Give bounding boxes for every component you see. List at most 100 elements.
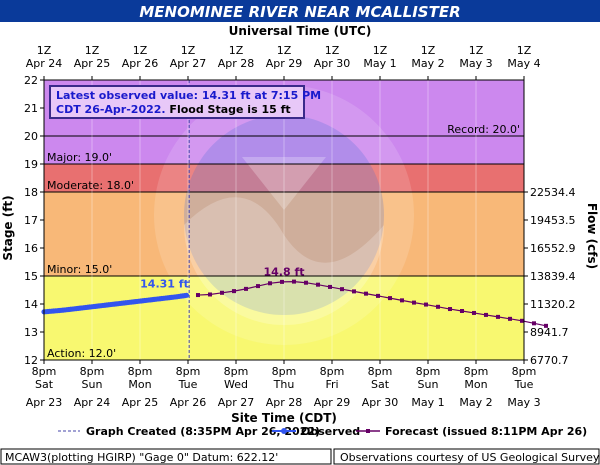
bottom-tick-time: 8pm — [512, 365, 537, 378]
top-tick-label: 1Z — [229, 44, 244, 57]
stage-label-minor: Minor: 15.0' — [47, 263, 112, 276]
footer-courtesy: Observations courtesy of US Geological S… — [340, 451, 600, 464]
bottom-tick-day: Sun — [82, 378, 103, 391]
top-axis-title: Universal Time (UTC) — [229, 24, 372, 38]
bottom-tick-date: May 1 — [411, 396, 444, 409]
flood-stage-lines — [44, 135, 524, 277]
forecast-crest-label: 14.8 ft — [263, 266, 304, 279]
stage-tick-label: 16 — [24, 242, 38, 255]
flow-tick-label: 8941.7 — [530, 326, 569, 339]
bottom-tick-day: Mon — [464, 378, 487, 391]
flow-axis-title: Flow (cfs) — [585, 203, 599, 269]
top-tick-label: 1Z — [517, 44, 532, 57]
top-tick-label: 1Z — [325, 44, 340, 57]
bottom-tick-day: Thu — [273, 378, 295, 391]
stage-tick-label: 22 — [24, 74, 38, 87]
top-tick-date: Apr 27 — [170, 57, 207, 70]
footer-datum: MCAW3(plotting HGIRP) "Gage 0" Datum: 62… — [5, 451, 278, 464]
stage-label-action: Action: 12.0' — [47, 347, 116, 360]
minor-zone — [44, 276, 524, 360]
flood-stage-labels: Action: 12.0' Minor: 15.0' Moderate: 18.0'… — [47, 123, 520, 360]
forecast-point — [304, 280, 308, 285]
forecast-point — [544, 323, 548, 328]
forecast-point — [244, 286, 248, 291]
stage-tick-label: 18 — [24, 186, 38, 199]
stage-tick-label: 14 — [24, 298, 38, 311]
legend-observed-marker — [281, 428, 287, 434]
bottom-tick-date: Apr 25 — [122, 396, 159, 409]
forecast-point — [328, 284, 332, 289]
top-tick-date: Apr 24 — [26, 57, 63, 70]
forecast-point — [520, 318, 524, 323]
observed-value-label: 14.31 ft — [140, 277, 189, 290]
top-tick-date: May 3 — [459, 57, 492, 70]
footer-right-box — [333, 448, 600, 465]
bottom-tick-time: 8pm — [320, 365, 345, 378]
bottom-tick-time: 8pm — [224, 365, 249, 378]
flow-tick-label: 19453.5 — [530, 214, 576, 227]
forecast-point — [460, 309, 464, 313]
title-banner — [0, 0, 600, 22]
forecast-point — [496, 314, 500, 319]
bottom-tick-date: Apr 30 — [362, 396, 399, 409]
observed-series — [41, 292, 190, 315]
axes: 12 13 14 15 16 17 18 19 20 21 22 6770.7 8941.7 11320.… — [24, 44, 576, 409]
top-tick-date: May 1 — [363, 57, 396, 70]
footer-left-box — [0, 448, 332, 465]
stage-tick-label: 19 — [24, 158, 38, 171]
forecast-point — [196, 293, 200, 298]
stage-label-moderate: Moderate: 18.0' — [47, 179, 134, 192]
forecast-point — [232, 289, 236, 294]
bottom-tick-day: Tue — [178, 378, 198, 391]
bottom-tick-time: 8pm — [176, 365, 201, 378]
moderate-zone — [44, 192, 524, 276]
forecast-point — [532, 321, 536, 326]
bottom-tick-day: Sat — [35, 378, 54, 391]
forecast-point — [220, 290, 224, 295]
bottom-tick-time: 8pm — [368, 365, 393, 378]
flow-tick-label: 11320.2 — [530, 298, 576, 311]
forecast-point — [388, 296, 392, 301]
stage-tick-label: 20 — [24, 130, 38, 143]
major-zone — [44, 164, 524, 192]
bottom-tick-date: Apr 27 — [218, 396, 255, 409]
legend: Graph Created (8:35PM Apr 26, 2022)Obser… — [58, 425, 587, 438]
latest-observation-box: Latest observed value: 14.31 ft at 7:15 … — [49, 85, 321, 119]
bottom-tick-date: Apr 24 — [74, 396, 111, 409]
top-tick-label: 1Z — [85, 44, 100, 57]
bottom-tick-day: Sat — [371, 378, 390, 391]
forecast-point — [316, 282, 320, 287]
forecast-point — [424, 302, 428, 307]
forecast-point — [448, 307, 452, 312]
top-tick-date: Apr 29 — [266, 57, 303, 70]
forecast-point — [508, 316, 512, 321]
stage-label-record: Record: 20.0' — [447, 123, 520, 136]
watermark-ring — [154, 85, 414, 345]
observed-point — [183, 292, 190, 298]
vertical-gridlines — [91, 80, 477, 360]
legend-forecast: Forecast (issued 8:11PM Apr 26) — [385, 425, 587, 438]
bottom-tick-day: Wed — [224, 378, 248, 391]
flood-zones — [44, 80, 524, 360]
forecast-point — [400, 298, 404, 303]
bottom-tick-date: Apr 26 — [170, 396, 207, 409]
bottom-tick-time: 8pm — [80, 365, 105, 378]
stage-tick-label: 13 — [24, 326, 38, 339]
flow-tick-label: 6770.7 — [530, 354, 569, 367]
top-tick-date: Apr 30 — [314, 57, 351, 70]
bottom-tick-day: Fri — [325, 378, 338, 391]
bottom-tick-time: 8pm — [272, 365, 297, 378]
watermark-disc — [184, 115, 384, 315]
top-tick-label: 1Z — [133, 44, 148, 57]
forecast-point — [412, 300, 416, 305]
noaa-watermark — [154, 85, 414, 345]
top-tick-date: Apr 28 — [218, 57, 255, 70]
top-tick-date: May 2 — [411, 57, 444, 70]
legend-graph-created: Graph Created (8:35PM Apr 26, 2022) — [86, 425, 320, 438]
forecast-point — [280, 279, 284, 284]
stage-tick-label: 12 — [24, 354, 38, 367]
flow-tick-label: 22534.4 — [530, 186, 576, 199]
top-tick-label: 1Z — [469, 44, 484, 57]
top-tick-date: Apr 25 — [74, 57, 111, 70]
info-box-line2-flood: Flood Stage is 15 ft — [166, 103, 291, 116]
